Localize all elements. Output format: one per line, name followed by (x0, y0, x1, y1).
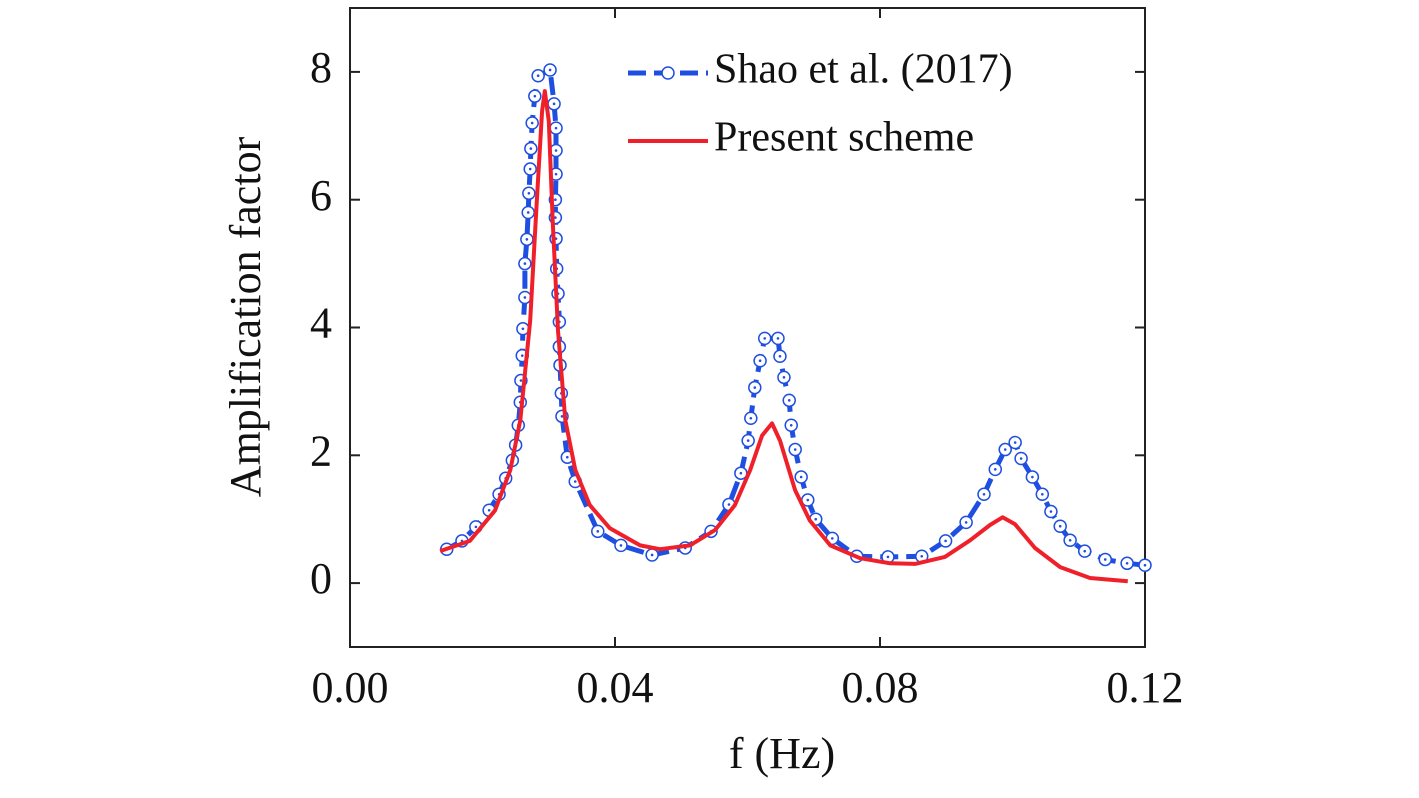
marker-dot (814, 517, 818, 521)
marker-dot (886, 555, 890, 559)
marker-dot (552, 102, 556, 106)
legend-marker (661, 66, 675, 80)
marker-dot (529, 147, 533, 150)
marker-dot (530, 121, 534, 125)
marker-dot (789, 423, 793, 427)
y-tick-label: 4 (310, 299, 332, 348)
marker-dot (799, 475, 803, 479)
marker-dot (573, 480, 577, 483)
marker-dot (964, 521, 968, 524)
marker-dot (1013, 441, 1017, 444)
marker-dot (763, 337, 767, 340)
marker-dot (554, 126, 558, 130)
y-axis-label: Amplification factor (221, 136, 270, 497)
marker-dot (566, 455, 569, 459)
marker-dot (1068, 538, 1072, 542)
marker-dot (758, 359, 762, 363)
marker-dot (749, 416, 753, 420)
marker-dot (944, 539, 947, 543)
x-tick-label: 0.12 (1107, 663, 1184, 712)
legend-label: Present scheme (714, 115, 974, 161)
y-tick-label: 6 (310, 171, 332, 220)
marker-dot (1049, 510, 1053, 513)
marker-dot (554, 216, 557, 219)
marker-dot (993, 468, 997, 471)
marker-dot (753, 386, 757, 389)
marker-dot (1019, 457, 1023, 460)
marker-dot (727, 503, 731, 506)
marker-dot (831, 537, 834, 540)
marker-dot (739, 471, 743, 475)
marker-dot (1041, 492, 1044, 496)
marker-dot (1143, 563, 1147, 567)
marker-dot (554, 149, 558, 152)
marker-dot (596, 530, 600, 533)
marker-dot (746, 439, 750, 442)
marker-dot (519, 379, 523, 382)
marker-dot (523, 262, 527, 265)
marker-dot (487, 508, 491, 512)
marker-dot (536, 74, 540, 78)
plot-frame (349, 7, 1146, 648)
marker-dot (920, 554, 924, 558)
marker-dot (554, 172, 558, 176)
x-axis-label: f (Hz) (729, 729, 835, 778)
marker-dot (982, 492, 986, 496)
marker-dot (528, 167, 532, 171)
marker-dot (806, 498, 810, 502)
marker-dot (554, 198, 557, 201)
marker-dot (782, 376, 786, 379)
marker-dot (560, 415, 564, 418)
marker-dot (1125, 561, 1129, 565)
y-tick-label: 8 (310, 43, 332, 92)
marker-dot (787, 399, 791, 402)
marker-dot (1083, 549, 1087, 553)
marker-dot (521, 327, 525, 331)
y-tick-label: 2 (310, 426, 332, 475)
marker-dot (1003, 448, 1007, 451)
marker-dot (1058, 524, 1062, 528)
marker-dot (1103, 558, 1107, 561)
marker-dot (520, 354, 524, 357)
marker-dot (523, 296, 527, 299)
marker-dot (548, 68, 552, 72)
marker-dot (527, 192, 531, 195)
marker-dot (793, 448, 797, 451)
marker-dot (525, 238, 529, 241)
marker-dot (778, 354, 782, 358)
x-tick-label: 0.08 (842, 663, 919, 712)
marker-dot (650, 553, 654, 557)
marker-dot (533, 94, 537, 98)
marker-dot (776, 337, 780, 340)
marker-dot (1031, 475, 1034, 479)
marker-dot (526, 211, 530, 214)
legend-label: Shao et al. (2017) (714, 47, 1013, 93)
marker-dot (619, 544, 623, 547)
marker-dot (474, 525, 478, 529)
x-tick-label: 0.04 (577, 663, 654, 712)
series-line (439, 89, 1128, 584)
series-line (445, 67, 1146, 568)
x-tick-label: 0.00 (312, 663, 389, 712)
y-tick-label: 0 (310, 554, 332, 603)
